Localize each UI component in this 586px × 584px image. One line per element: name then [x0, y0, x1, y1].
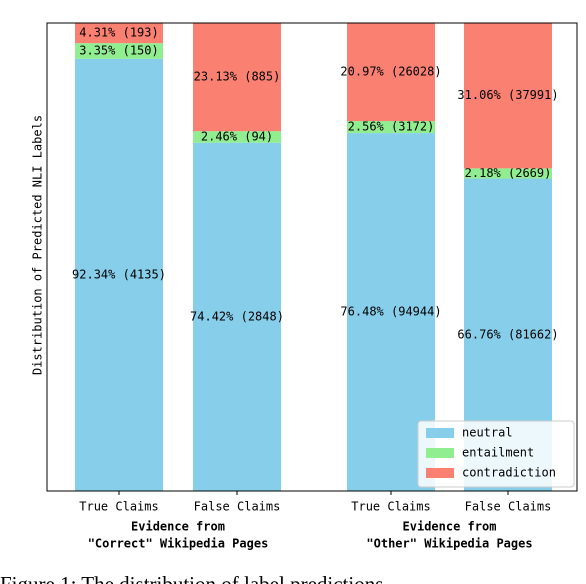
value-label: 2.56% (3172) [348, 120, 435, 134]
legend-label: entailment [462, 446, 534, 460]
bar-segment [193, 22, 281, 132]
bar-segment [193, 142, 281, 491]
legend-swatch [426, 448, 454, 458]
bar-segment [75, 43, 163, 59]
value-label: 2.18% (2669) [465, 166, 552, 180]
bar-segment [347, 22, 435, 122]
bar-segment [75, 23, 163, 44]
group-label: Evidence from [131, 520, 225, 534]
value-label: 20.97% (26028) [340, 65, 441, 79]
legend-label: contradiction [462, 466, 556, 480]
value-label: 66.76% (81662) [457, 327, 558, 341]
group-label: Evidence from [403, 520, 497, 534]
value-label: 23.13% (885) [194, 70, 281, 84]
bar-segment [75, 58, 163, 491]
group-label: "Correct" Wikipedia Pages [88, 537, 269, 551]
value-label: 92.34% (4135) [72, 267, 166, 281]
legend-swatch [426, 468, 454, 478]
value-label: 2.46% (94) [201, 129, 273, 143]
value-label: 4.31% (193) [79, 26, 158, 40]
value-label: 76.48% (94944) [340, 305, 441, 319]
legend-box [417, 420, 575, 488]
x-tick-label: True Claims [351, 500, 430, 514]
x-tick-label: False Claims [465, 500, 552, 514]
bar-segment [464, 168, 552, 179]
bar-segment [193, 131, 281, 143]
legend-label: neutral [462, 426, 513, 440]
plot-frame [46, 22, 578, 492]
x-tick-label: True Claims [79, 500, 158, 514]
x-tick-label: False Claims [194, 500, 281, 514]
value-label: 31.06% (37991) [457, 88, 558, 102]
legend-swatch [426, 428, 454, 438]
caption: Figure 1: The distribution of label pred… [0, 572, 383, 584]
value-label: 3.35% (150) [79, 44, 158, 58]
group-label: "Other" Wikipedia Pages [366, 537, 532, 551]
bar-segment [347, 121, 435, 134]
value-label: 74.42% (2848) [190, 309, 284, 323]
bar-segment [464, 23, 552, 169]
y-axis-label: Distribution of Predicted NLI Labels [31, 115, 45, 375]
